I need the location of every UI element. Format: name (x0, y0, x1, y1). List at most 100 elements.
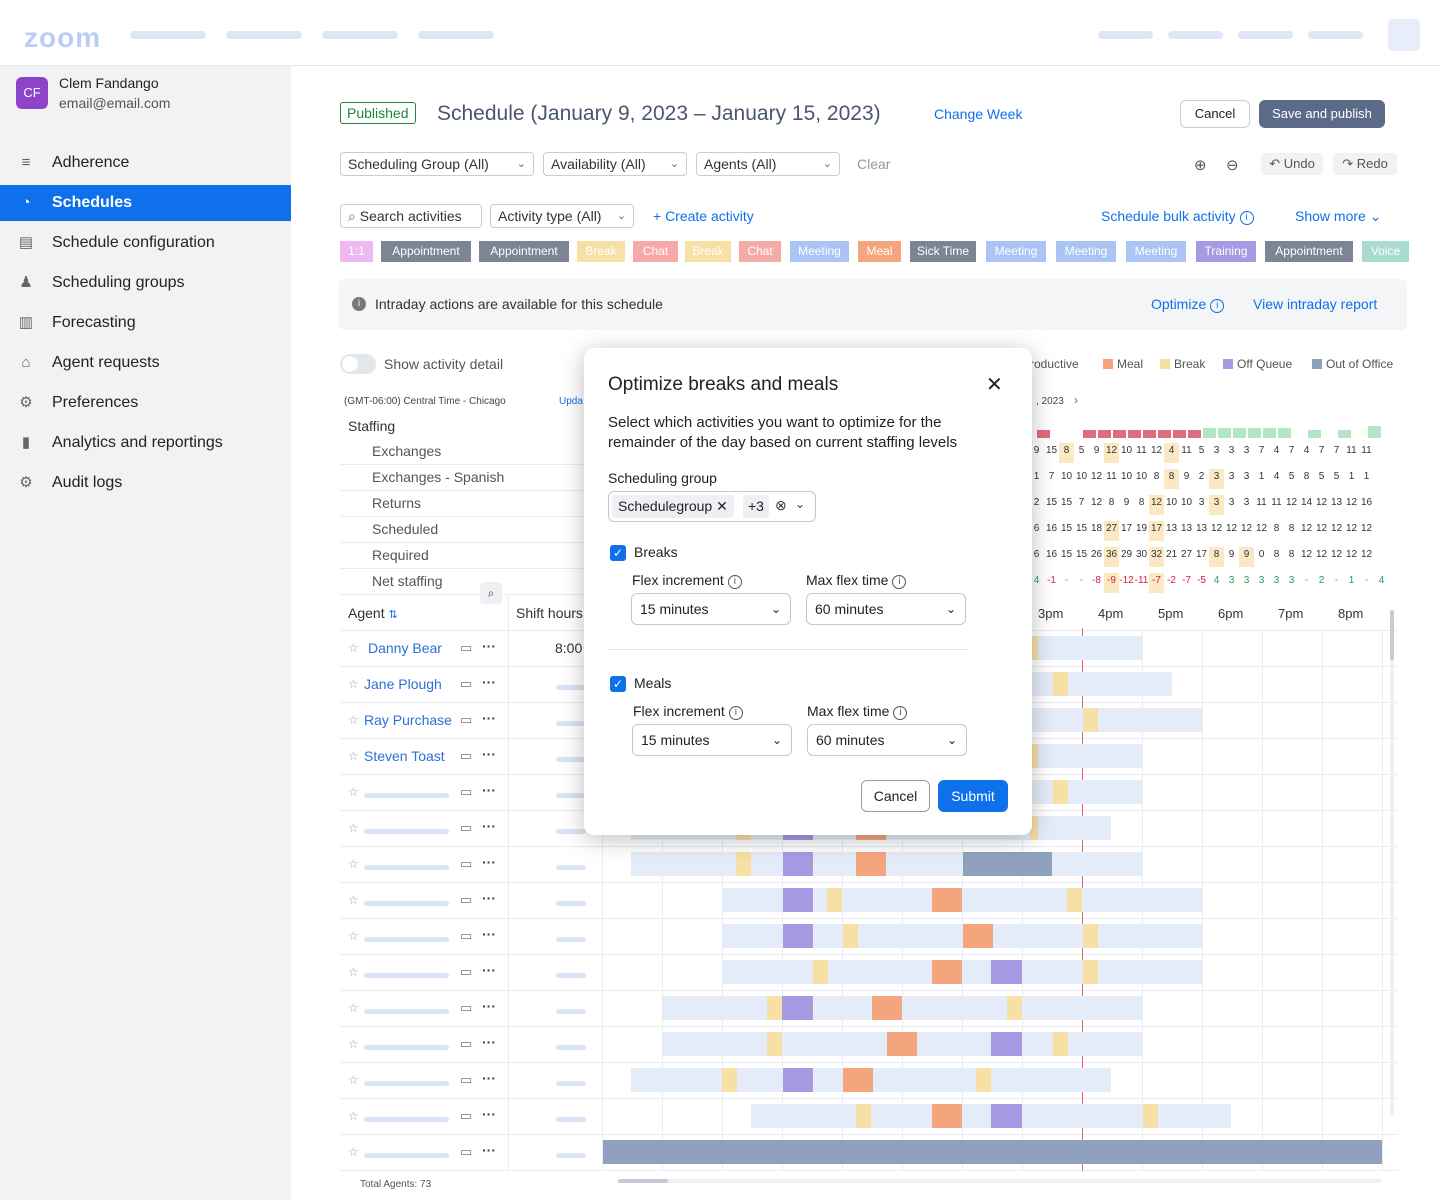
comment-icon[interactable]: ▭ (460, 1000, 473, 1015)
activity-chip[interactable]: Break (577, 241, 625, 262)
more-options-icon[interactable]: ··· (482, 890, 496, 906)
sidebar-item-schedule-configuration[interactable]: ▤ Schedule configuration (0, 225, 291, 261)
schedule-block[interactable] (736, 852, 751, 876)
schedule-block[interactable] (1022, 708, 1202, 732)
availability-filter[interactable]: Availability (All) ⌄ (543, 152, 687, 176)
schedule-block[interactable] (813, 960, 828, 984)
schedule-block[interactable] (963, 852, 1052, 876)
schedule-block[interactable] (991, 960, 1022, 984)
star-icon[interactable]: ☆ (348, 929, 359, 943)
nav-placeholder[interactable] (1308, 31, 1363, 39)
activity-chip[interactable]: Sick Time (910, 241, 976, 262)
save-publish-button[interactable]: Save and publish (1259, 100, 1385, 128)
comment-icon[interactable]: ▭ (460, 784, 473, 799)
agent-name-placeholder[interactable] (364, 829, 449, 834)
more-options-icon[interactable]: ··· (482, 1106, 496, 1122)
search-icon[interactable]: ⌕ (480, 582, 502, 604)
activity-chip[interactable]: Training (1196, 241, 1256, 262)
activity-chip[interactable]: Meeting (790, 241, 849, 262)
sidebar-item-schedules[interactable]: ◔ Schedules (0, 185, 291, 221)
meals-max-select[interactable]: 60 minutes ⌄ (807, 724, 967, 756)
activity-chip[interactable]: Meeting (1056, 241, 1116, 262)
activity-chip[interactable]: Chat (633, 241, 678, 262)
schedule-block[interactable] (1083, 924, 1098, 948)
cancel-button[interactable]: Cancel (1180, 100, 1250, 128)
update-link[interactable]: Upda (559, 396, 583, 407)
comment-icon[interactable]: ▭ (460, 1036, 473, 1051)
change-week-link[interactable]: Change Week (934, 106, 1023, 122)
schedule-block[interactable] (1022, 744, 1142, 768)
comment-icon[interactable]: ▭ (460, 928, 473, 943)
agent-name-placeholder[interactable] (364, 865, 449, 870)
sidebar-item-agent-requests[interactable]: ⌂ Agent requests (0, 345, 291, 381)
star-icon[interactable]: ☆ (348, 1073, 359, 1087)
schedule-block[interactable] (932, 888, 962, 912)
star-icon[interactable]: ☆ (348, 965, 359, 979)
schedule-block[interactable] (872, 996, 902, 1020)
star-icon[interactable]: ☆ (348, 1109, 359, 1123)
comment-icon[interactable]: ▭ (460, 676, 473, 691)
activity-chip[interactable]: Chat (739, 241, 781, 262)
comment-icon[interactable]: ▭ (460, 856, 473, 871)
agent-name-placeholder[interactable] (364, 1009, 449, 1014)
activity-type-filter[interactable]: Activity type (All) ⌄ (490, 204, 634, 228)
schedule-block[interactable] (843, 1068, 873, 1092)
schedule-block[interactable] (963, 924, 993, 948)
activity-chip[interactable]: 1:1 (340, 241, 373, 262)
more-options-icon[interactable]: ··· (482, 746, 496, 762)
star-icon[interactable]: ☆ (348, 857, 359, 871)
agents-filter[interactable]: Agents (All) ⌄ (696, 152, 840, 176)
more-options-icon[interactable]: ··· (482, 674, 496, 690)
scheduling-group-select[interactable]: Schedulegroup ✕ +3 ⊗ ⌄ (608, 491, 816, 522)
agent-name-placeholder[interactable] (364, 901, 449, 906)
schedule-block[interactable] (1022, 780, 1142, 804)
comment-icon[interactable]: ▭ (460, 820, 473, 835)
sidebar-item-forecasting[interactable]: ▥ Forecasting (0, 305, 291, 341)
star-icon[interactable]: ☆ (348, 641, 359, 655)
schedule-block[interactable] (991, 1032, 1022, 1056)
view-intraday-report-link[interactable]: View intraday report (1253, 296, 1378, 312)
undo-button[interactable]: ↶ Undo (1261, 153, 1323, 175)
agent-name-placeholder[interactable] (364, 937, 449, 942)
schedule-block[interactable] (991, 1104, 1022, 1128)
schedule-block[interactable] (1083, 960, 1098, 984)
more-options-icon[interactable]: ··· (482, 962, 496, 978)
activity-chip[interactable]: Meal (858, 241, 901, 262)
scheduling-group-filter[interactable]: Scheduling Group (All) ⌄ (340, 152, 534, 176)
agent-name[interactable]: Steven Toast (364, 748, 445, 764)
nav-placeholder[interactable] (226, 31, 302, 39)
more-options-icon[interactable]: ··· (482, 638, 496, 654)
star-icon[interactable]: ☆ (348, 1145, 359, 1159)
show-more-link[interactable]: Show more ⌄ (1295, 208, 1382, 224)
schedule-block[interactable] (767, 996, 782, 1020)
schedule-block[interactable] (856, 852, 886, 876)
comment-icon[interactable]: ▭ (460, 640, 473, 655)
agent-name-placeholder[interactable] (364, 1153, 449, 1158)
comment-icon[interactable]: ▭ (460, 748, 473, 763)
more-options-icon[interactable]: ··· (482, 782, 496, 798)
star-icon[interactable]: ☆ (348, 1037, 359, 1051)
schedule-block[interactable] (1143, 1104, 1158, 1128)
search-activities-input[interactable]: ⌕ Search activities (340, 204, 482, 228)
star-icon[interactable]: ☆ (348, 677, 359, 691)
breaks-checkbox[interactable]: ✓ (610, 545, 626, 561)
schedule-block[interactable] (1053, 1032, 1068, 1056)
zoom-logo[interactable]: zoom (24, 22, 102, 53)
comment-icon[interactable]: ▭ (460, 1144, 473, 1159)
activity-chip[interactable]: Appointment (1265, 241, 1353, 262)
modal-cancel-button[interactable]: Cancel (861, 780, 930, 812)
star-icon[interactable]: ☆ (348, 785, 359, 799)
nav-placeholder[interactable] (130, 31, 206, 39)
more-options-icon[interactable]: ··· (482, 1070, 496, 1086)
agent-name-placeholder[interactable] (364, 1081, 449, 1086)
more-options-icon[interactable]: ··· (482, 1142, 496, 1158)
sidebar-item-preferences[interactable]: ⚙ Preferences (0, 385, 291, 421)
agent-name[interactable]: Danny Bear (368, 640, 442, 656)
breaks-max-select[interactable]: 60 minutes ⌄ (806, 593, 966, 625)
agent-name-placeholder[interactable] (364, 1045, 449, 1050)
schedule-block[interactable] (722, 1068, 737, 1092)
comment-icon[interactable]: ▭ (460, 964, 473, 979)
activity-detail-toggle[interactable] (340, 354, 376, 374)
comment-icon[interactable]: ▭ (460, 1108, 473, 1123)
comment-icon[interactable]: ▭ (460, 892, 473, 907)
